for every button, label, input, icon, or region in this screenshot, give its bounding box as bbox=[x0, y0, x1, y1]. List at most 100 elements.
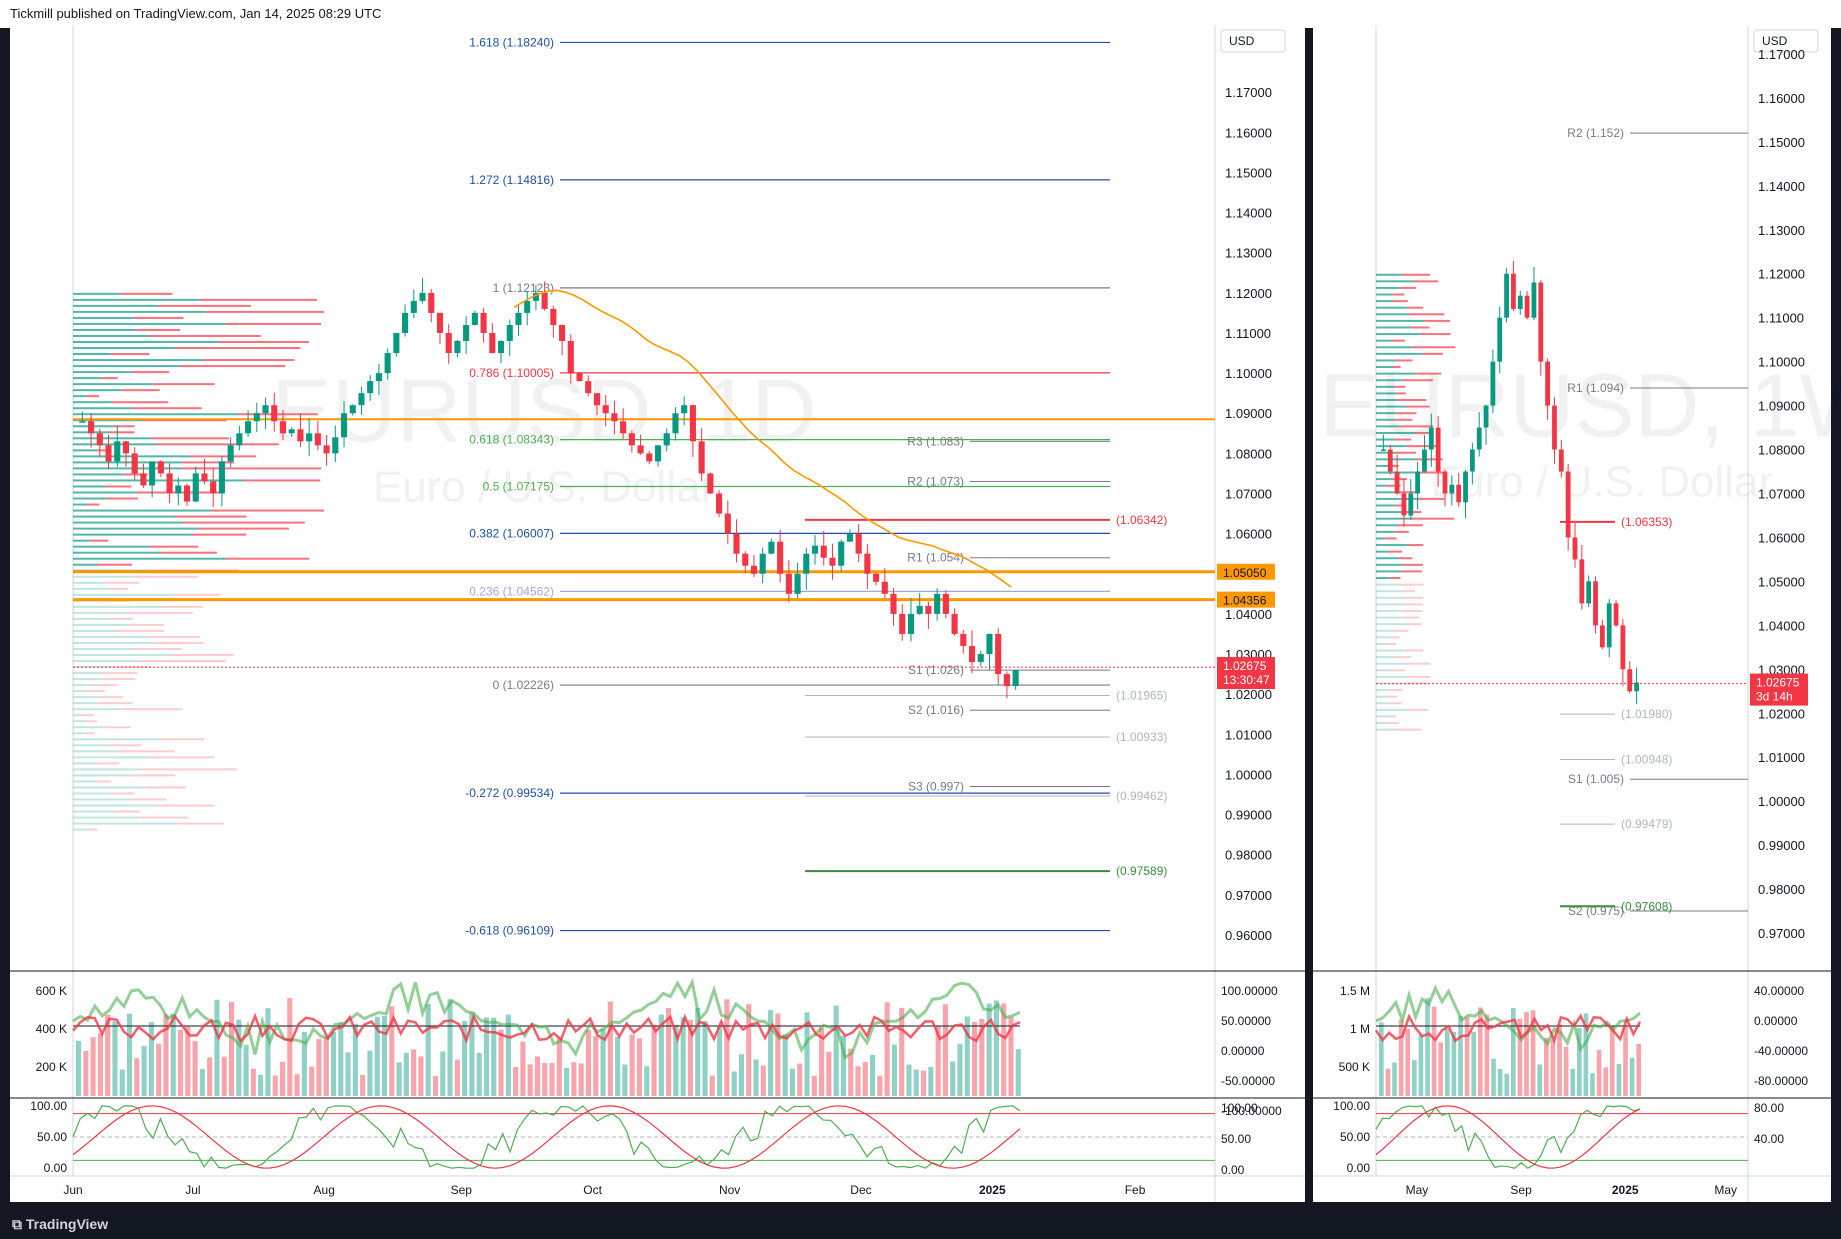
candle-body bbox=[1408, 493, 1414, 516]
price-tick-label: 1.10000 bbox=[1758, 355, 1805, 370]
candle-body bbox=[463, 324, 470, 342]
stochastic-tick-label: 100.00 bbox=[30, 1099, 67, 1113]
candle-body bbox=[297, 429, 304, 442]
volume-bar bbox=[571, 1062, 577, 1096]
volume-bar bbox=[1392, 1062, 1397, 1096]
volume-profile-bar bbox=[1376, 656, 1395, 659]
candle-body bbox=[1511, 273, 1516, 309]
volume-profile-bar bbox=[1376, 642, 1387, 645]
volume-profile-bar bbox=[73, 304, 158, 307]
volume-profile-bar bbox=[1376, 675, 1410, 678]
fib-level-label: 0 (1.02226) bbox=[493, 678, 554, 692]
volume-profile-bar bbox=[73, 437, 151, 440]
volume-bar bbox=[673, 1024, 679, 1096]
publisher-text: Tickmill published on TradingView.com, J… bbox=[10, 6, 382, 21]
volume-profile-bar bbox=[1401, 273, 1431, 276]
volume-bar bbox=[338, 1021, 344, 1096]
volume-bar bbox=[272, 1075, 278, 1096]
chart-area[interactable]: USD1.170001.160001.150001.140001.130001.… bbox=[0, 0, 1841, 1210]
volume-profile-bar bbox=[190, 455, 257, 458]
volume-profile-bar bbox=[1396, 392, 1406, 395]
volume-bar bbox=[542, 1063, 548, 1096]
candle-body bbox=[166, 473, 173, 494]
time-axis-label: Nov bbox=[719, 1183, 740, 1197]
price-tick-label: 1.02000 bbox=[1225, 687, 1272, 702]
last-price-tag bbox=[1750, 673, 1808, 706]
price-tick-label: 1.00000 bbox=[1225, 767, 1272, 782]
volume-profile-bar bbox=[73, 678, 102, 681]
volume-profile-bar bbox=[237, 413, 318, 416]
volume-bar bbox=[1524, 1012, 1529, 1096]
candle-body bbox=[1401, 493, 1407, 516]
volume-profile-bar bbox=[73, 792, 109, 795]
volume-bar bbox=[899, 1007, 905, 1096]
candle-body bbox=[1394, 471, 1400, 494]
price-tick-label: 1.07000 bbox=[1758, 487, 1805, 502]
volume-profile-bar bbox=[1376, 339, 1392, 342]
volume-profile-bar bbox=[1376, 689, 1390, 692]
volume-profile-bar bbox=[73, 696, 100, 699]
volume-bar bbox=[1418, 1034, 1424, 1096]
volume-profile-bar bbox=[157, 443, 279, 446]
volume-bar bbox=[243, 1045, 249, 1096]
volume-profile-bar bbox=[73, 310, 206, 313]
price-tick-label: 0.99000 bbox=[1225, 808, 1272, 823]
volume-profile-bar bbox=[100, 377, 118, 380]
candle-body bbox=[323, 445, 330, 454]
volume-profile-bar bbox=[226, 557, 310, 560]
volume-profile-bar bbox=[73, 533, 192, 536]
volume-profile-bar bbox=[1406, 405, 1430, 408]
pivot-label: R2 (1.152) bbox=[1567, 126, 1624, 140]
candle-body bbox=[105, 445, 112, 462]
oscillator-tick-label: 50.00000 bbox=[1221, 1014, 1271, 1028]
volume-bar bbox=[1590, 1073, 1595, 1096]
candle-body bbox=[480, 312, 487, 333]
volume-bar bbox=[1544, 1037, 1549, 1096]
volume-bar bbox=[658, 1014, 664, 1096]
price-tick-label: 1.01000 bbox=[1225, 727, 1272, 742]
price-tick-label: 1.15000 bbox=[1758, 135, 1805, 150]
volume-bar bbox=[381, 1015, 388, 1096]
volume-profile-bar bbox=[1376, 392, 1397, 395]
volume-profile-bar bbox=[1376, 695, 1386, 698]
volume-tick-label: 500 K bbox=[1339, 1060, 1370, 1074]
candle-body bbox=[1387, 449, 1393, 472]
candle-body bbox=[777, 541, 784, 574]
candle-body bbox=[1012, 670, 1019, 687]
volume-bar bbox=[1425, 998, 1430, 1096]
volume-bar bbox=[964, 1016, 970, 1096]
volume-profile-bar bbox=[1385, 484, 1401, 487]
volume-profile-bar bbox=[149, 334, 261, 337]
volume-profile-bar bbox=[1415, 372, 1442, 375]
volume-profile-bar bbox=[115, 629, 165, 632]
candle-body bbox=[977, 654, 984, 663]
volume-profile-bar bbox=[1376, 431, 1416, 434]
volume-profile-bar bbox=[1376, 530, 1396, 533]
volume-bar bbox=[294, 1074, 300, 1096]
candle-body bbox=[375, 373, 382, 382]
candle-body bbox=[1422, 449, 1427, 472]
candle-body bbox=[942, 593, 949, 614]
volume-bar bbox=[440, 1051, 446, 1096]
volume-profile-bar bbox=[73, 617, 109, 620]
candle-body bbox=[794, 573, 801, 594]
volume-profile-bar bbox=[73, 822, 177, 825]
volume-profile-bar bbox=[73, 449, 98, 452]
volume-profile-bar bbox=[1407, 623, 1422, 626]
candle-body bbox=[1456, 484, 1462, 503]
volume-bar bbox=[906, 1064, 912, 1096]
volume-profile-bar bbox=[73, 732, 86, 735]
volume-profile-bar bbox=[101, 678, 136, 681]
candle-body bbox=[1428, 427, 1434, 450]
volume-profile-bar bbox=[112, 666, 151, 669]
volume-profile-bar bbox=[205, 310, 324, 313]
volume-profile-bar bbox=[1395, 530, 1409, 533]
volume-profile-bar bbox=[1376, 702, 1390, 705]
oscillator-tick-label: -100.00000 bbox=[1221, 1104, 1282, 1118]
volume-profile-bar bbox=[1376, 616, 1404, 619]
volume-profile-bar bbox=[73, 395, 87, 398]
volume-profile-bar bbox=[73, 527, 199, 530]
time-axis-label: Jul bbox=[185, 1183, 200, 1197]
volume-bar bbox=[1431, 1006, 1437, 1096]
volume-profile-bar bbox=[1415, 431, 1434, 434]
